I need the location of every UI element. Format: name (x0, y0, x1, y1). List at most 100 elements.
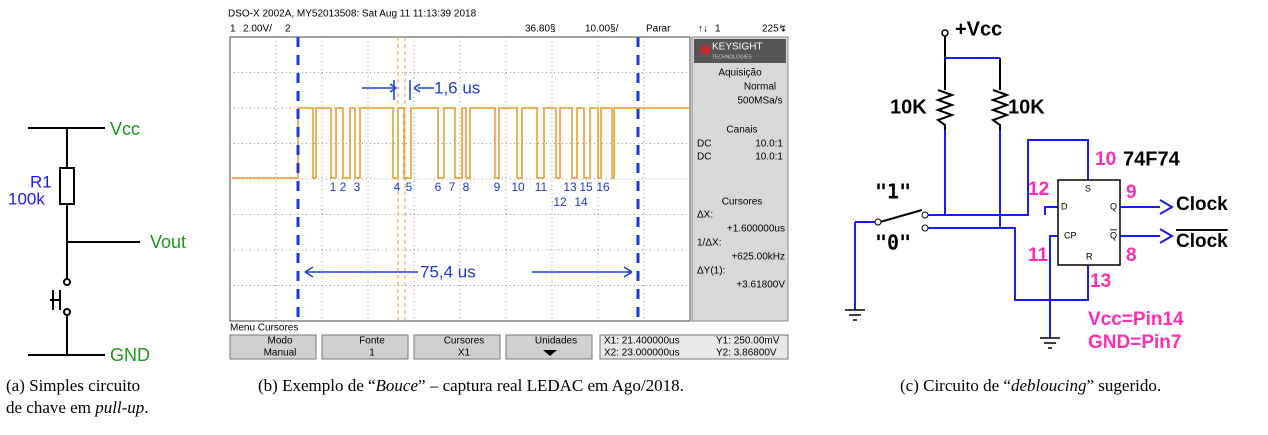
pulse-label: 1 (330, 180, 337, 194)
contact (64, 309, 70, 315)
pulse-label: 10 (511, 180, 525, 194)
caption-part: de chave em (6, 398, 95, 417)
pulse-label: 11 (535, 180, 548, 194)
pulse-label: 2 (340, 180, 347, 194)
figure: Vcc R1 100k Vout GND DSO-X 2002A, MY5201… (0, 0, 1268, 430)
caption: (a) Simples circuito (6, 376, 140, 395)
pin-name: D (1061, 201, 1068, 211)
circuit-a: Vcc R1 100k Vout GND (8, 119, 186, 365)
caption-part: debloucing (1011, 376, 1087, 395)
status: 1 (715, 24, 721, 35)
circuit-c: +Vcc 10K 10K "1" "0" 74F74 10 12 9 11 8 … (845, 18, 1228, 353)
side-text: 10.0:1 (755, 152, 783, 163)
side-text: +3.61800V (736, 280, 785, 291)
status: Parar (646, 24, 671, 35)
oscilloscope: DSO-X 2002A, MY52013508: Sat Aug 11 11:1… (228, 9, 788, 359)
pin: 8 (1126, 245, 1137, 266)
status: ↑↓ (698, 24, 708, 35)
resistor (993, 58, 1007, 130)
side-title: Canais (726, 125, 757, 136)
side-text: DC (697, 139, 711, 150)
pulse-label: 5 (406, 180, 413, 194)
side-title: Cursores (722, 197, 763, 208)
pin: 12 (1028, 179, 1049, 200)
status: 225↯ (762, 24, 787, 35)
side-text: 1/ΔX: (697, 238, 721, 249)
terminal (942, 30, 948, 36)
resistor (938, 36, 952, 130)
caption-part: ” – captura real LEDAC em Ago/2018. (418, 376, 684, 395)
label: Vcc (110, 119, 140, 139)
note: GND=Pin7 (1088, 332, 1181, 353)
pin: 11 (1028, 245, 1049, 266)
chip-name: 74F74 (1123, 148, 1181, 170)
side-text: ΔX: (697, 210, 713, 221)
label: 100k (8, 189, 45, 208)
arrow (1160, 200, 1172, 243)
label: GND (110, 345, 150, 365)
caption-part: . (144, 398, 148, 417)
pulse-label: 9 (494, 180, 501, 194)
pulse-label: 15 (579, 180, 593, 194)
switch (880, 210, 922, 222)
side-text: +625.00kHz (731, 252, 785, 263)
button-value: Manual (264, 348, 297, 359)
label: "0" (875, 231, 911, 255)
label: +Vcc (955, 18, 1002, 40)
output: Clock (1176, 231, 1228, 252)
caption: (b) Exemplo de “Bouce” – captura real LE… (258, 376, 684, 395)
label: 10K (1008, 96, 1045, 118)
status: 2 (285, 24, 291, 35)
terminal (922, 212, 928, 218)
label: "1" (875, 180, 911, 204)
page: {"panel_a":{"vcc":"Vcc","r1":"R1","r1_va… (0, 0, 1268, 435)
side-text: 500MSa/s (737, 96, 782, 107)
readout: X1: 21.400000us (604, 336, 680, 347)
caption-part: pull-up (94, 398, 144, 417)
pin-name: Q (1110, 230, 1117, 240)
status: 36.80§ (525, 24, 556, 35)
header: DSO-X 2002A, MY52013508: Sat Aug 11 11:1… (228, 9, 477, 20)
side-title: Aquisição (718, 68, 762, 79)
caption-part: Bouce (376, 376, 419, 395)
pulse-label: 16 (596, 180, 610, 194)
logo: TECHNOLOGIES (712, 54, 752, 60)
resistor (60, 168, 74, 204)
caption: de chave em pull-up. (6, 398, 149, 417)
panel (692, 37, 788, 321)
pin: 10 (1095, 149, 1116, 170)
pin: 9 (1126, 182, 1137, 203)
label: Vout (150, 232, 186, 252)
pin: 13 (1090, 271, 1111, 292)
pulse-label: 13 (563, 180, 577, 194)
side-panel: KEYSIGHT TECHNOLOGIES Aquisição Normal 5… (692, 37, 788, 321)
readout: X2: 23.000000us (604, 348, 680, 359)
menu: ModoManualFonte1CursoresX1UnidadesX1: 21… (230, 335, 788, 359)
annotation: 1,6 us (434, 78, 480, 97)
terminal (922, 225, 928, 231)
label: 10K (890, 96, 927, 118)
logo: KEYSIGHT (712, 42, 763, 53)
caption: (c) Circuito de “debloucing” sugerido. (900, 376, 1161, 395)
terminal (875, 219, 881, 225)
button-label: Unidades (535, 336, 577, 347)
status: 2.00V/ (243, 24, 272, 35)
pin-name: CP (1064, 230, 1077, 240)
ground (845, 310, 1060, 348)
button-value: 1 (369, 348, 375, 359)
caption-part: (c) Circuito de “ (900, 376, 1011, 395)
pulse-label: 4 (394, 180, 401, 194)
output: Clock (1176, 194, 1228, 215)
pulse-label: 8 (463, 180, 470, 194)
contact (64, 279, 70, 285)
side-text: 10.0:1 (755, 139, 783, 150)
pulse-label: 7 (449, 180, 456, 194)
note: Vcc=Pin14 (1088, 309, 1184, 330)
status: 10.00§/ (585, 24, 619, 35)
side-text: Normal (744, 82, 776, 93)
button-value: X1 (458, 348, 471, 359)
readout: Y2: 3.86800V (716, 348, 777, 359)
readout: Y1: 250.00mV (716, 336, 780, 347)
wires (28, 128, 140, 355)
pin-name: S (1085, 183, 1091, 193)
